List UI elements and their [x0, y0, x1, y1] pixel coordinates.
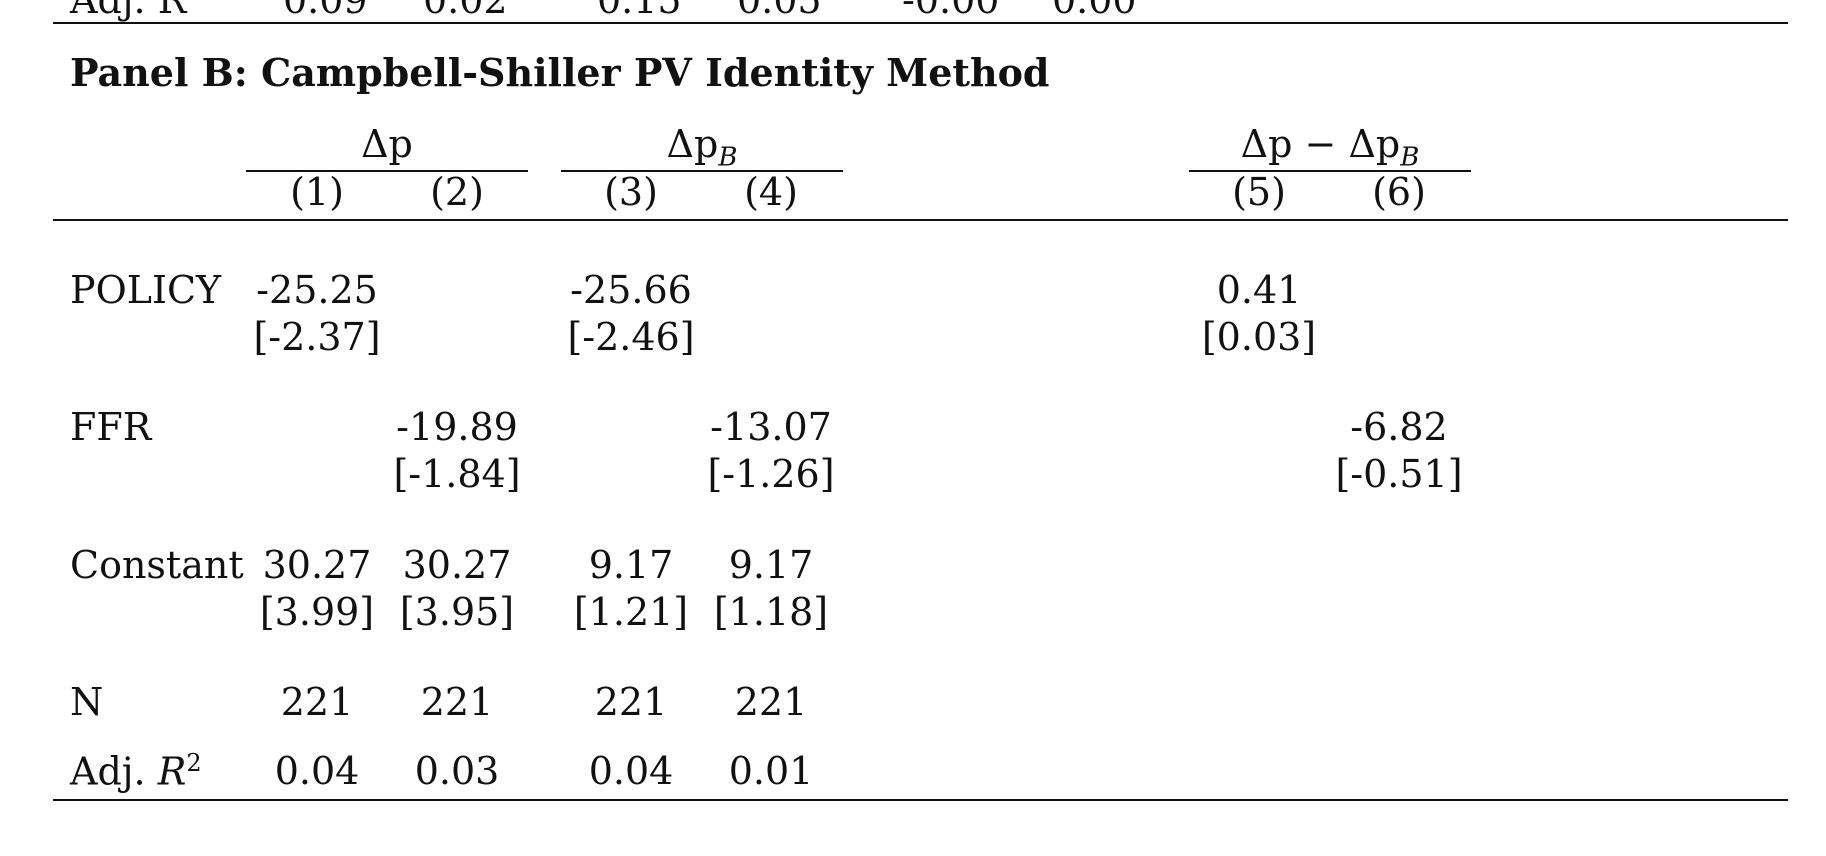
tstat-cell: [-1.84] — [393, 452, 521, 496]
column-number: (3) — [604, 170, 658, 214]
group-header-dp: Δp — [361, 122, 413, 166]
row-label-policy: POLICY — [70, 268, 222, 312]
partial-cell: 0.05 — [737, 0, 822, 22]
group-underline — [246, 170, 528, 172]
coef-cell: -25.25 — [256, 268, 378, 312]
column-number: (4) — [744, 170, 798, 214]
coef-cell: 221 — [594, 680, 668, 724]
tstat-cell: [1.18] — [713, 590, 829, 634]
tstat-cell: [1.21] — [573, 590, 689, 634]
tstat-cell: [-0.51] — [1335, 452, 1463, 496]
partial-row-label: Adj. R — [70, 0, 187, 22]
column-number: (6) — [1372, 170, 1426, 214]
coef-cell: 221 — [280, 680, 354, 724]
group-underline — [1189, 170, 1471, 172]
tstat-cell: [-1.26] — [707, 452, 835, 496]
coef-cell: -13.07 — [710, 405, 832, 449]
row-label-ffr: FFR — [70, 405, 152, 449]
coef-cell: 221 — [734, 680, 808, 724]
column-number: (5) — [1232, 170, 1286, 214]
header-rule — [53, 219, 1788, 221]
coef-cell: 0.03 — [414, 749, 500, 793]
coef-cell: 9.17 — [588, 543, 674, 587]
tstat-cell: [0.03] — [1201, 315, 1317, 359]
coef-cell: 30.27 — [262, 543, 372, 587]
partial-cell: -0.00 — [902, 0, 1000, 22]
group-header-dpb: ΔpB — [666, 122, 738, 173]
coef-cell: 0.41 — [1216, 268, 1302, 312]
tstat-cell: [3.99] — [259, 590, 375, 634]
partial-cell: 0.02 — [423, 0, 508, 22]
row-label-n: N — [70, 680, 104, 724]
column-number: (1) — [290, 170, 344, 214]
coef-cell: 0.01 — [728, 749, 814, 793]
tstat-cell: [-2.46] — [567, 315, 695, 359]
tstat-cell: [3.95] — [399, 590, 515, 634]
group-underline — [561, 170, 843, 172]
partial-cell: 0.00 — [1052, 0, 1137, 22]
partial-cell: 0.09 — [283, 0, 368, 22]
bottom-rule — [53, 799, 1788, 801]
row-label-constant: Constant — [70, 543, 244, 587]
tstat-cell: [-2.37] — [253, 315, 381, 359]
coef-cell: -19.89 — [396, 405, 518, 449]
coef-cell: -6.82 — [1350, 405, 1448, 449]
coef-cell: 30.27 — [402, 543, 512, 587]
group-header-diff: Δp − ΔpB — [1240, 122, 1420, 173]
coef-cell: -25.66 — [570, 268, 692, 312]
coef-cell: 221 — [420, 680, 494, 724]
column-number: (2) — [430, 170, 484, 214]
partial-cell: 0.15 — [597, 0, 682, 22]
coef-cell: 9.17 — [728, 543, 814, 587]
top-rule — [53, 22, 1788, 24]
row-label-adj-r2: Adj. R2 — [70, 749, 202, 794]
coef-cell: 0.04 — [588, 749, 674, 793]
panel-title: Panel B: Campbell-Shiller PV Identity Me… — [70, 50, 1050, 95]
coef-cell: 0.04 — [274, 749, 360, 793]
